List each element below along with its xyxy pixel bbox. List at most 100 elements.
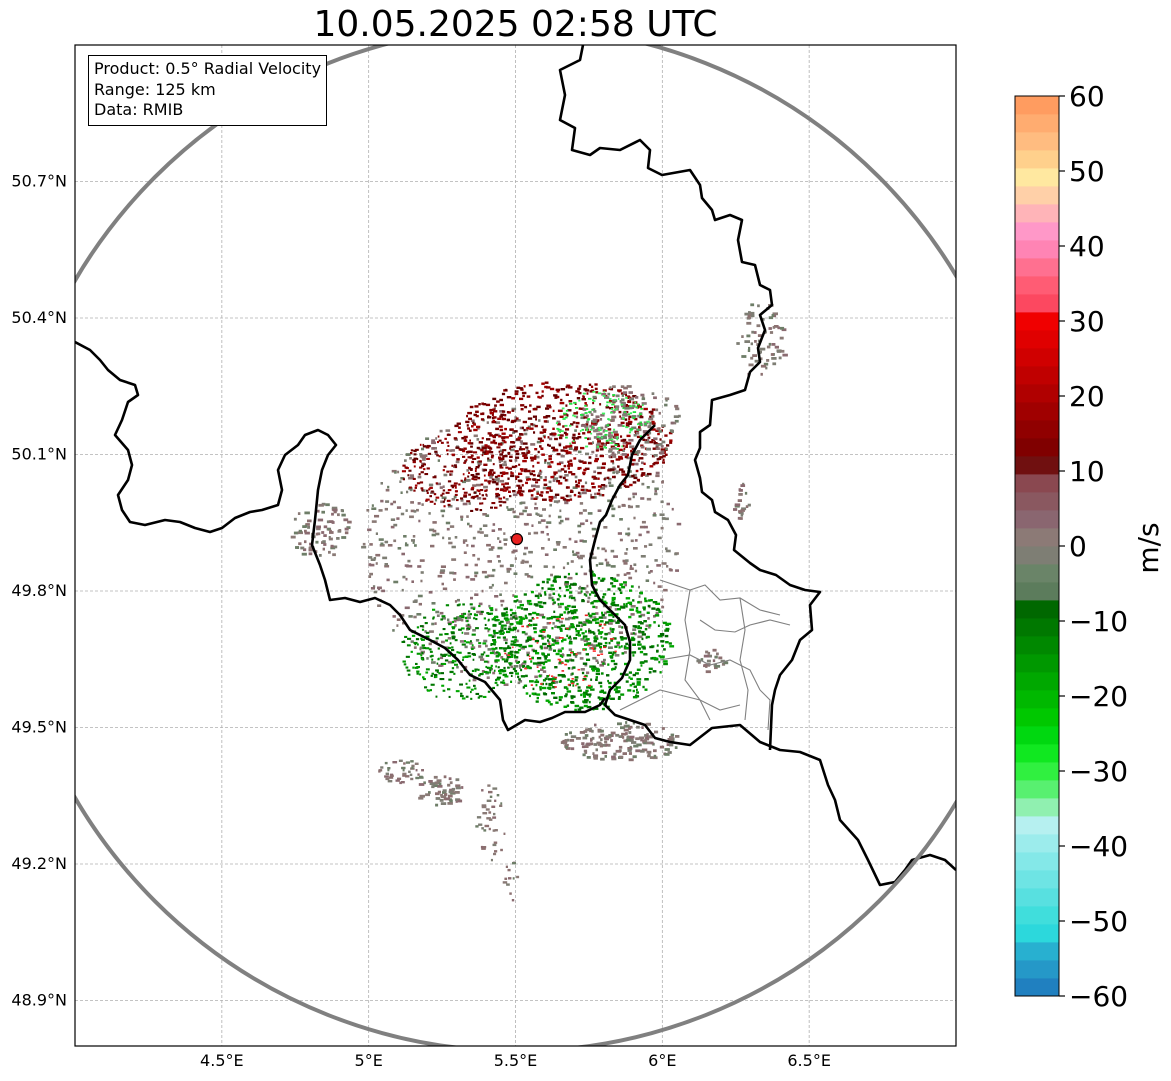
echo-pixel bbox=[459, 615, 461, 618]
echo-pixel bbox=[594, 723, 597, 727]
echo-pixel bbox=[520, 561, 525, 564]
echo-pixel bbox=[623, 724, 627, 728]
echo-pixel bbox=[559, 637, 562, 639]
echo-pixel bbox=[621, 394, 624, 397]
echo-pixel bbox=[490, 643, 494, 646]
echo-pixel bbox=[651, 607, 656, 610]
echo-pixel bbox=[491, 434, 496, 438]
echo-pixel bbox=[521, 663, 524, 666]
echo-pixel bbox=[447, 660, 453, 664]
echo-pixel bbox=[399, 480, 402, 483]
echo-pixel bbox=[534, 455, 537, 458]
echo-pixel bbox=[661, 429, 663, 432]
echo-pixel bbox=[480, 418, 484, 421]
echo-pixel bbox=[520, 617, 525, 620]
echo-pixel bbox=[317, 532, 321, 536]
echo-pixel bbox=[612, 461, 615, 465]
echo-pixel bbox=[506, 486, 511, 489]
echo-pixel bbox=[492, 805, 496, 808]
echo-pixel bbox=[409, 474, 414, 477]
echo-pixel bbox=[473, 451, 478, 454]
echo-pixel bbox=[646, 433, 650, 436]
echo-pixel bbox=[507, 868, 511, 872]
echo-pixel bbox=[601, 547, 606, 551]
echo-pixel bbox=[464, 655, 469, 658]
echo-pixel bbox=[495, 651, 499, 654]
echo-pixel bbox=[543, 436, 546, 439]
echo-pixel bbox=[644, 739, 648, 742]
echo-pixel bbox=[577, 689, 582, 692]
echo-pixel bbox=[600, 729, 604, 733]
echo-pixel bbox=[742, 482, 745, 486]
echo-pixel bbox=[502, 679, 505, 682]
echo-pixel bbox=[538, 419, 541, 422]
echo-pixel bbox=[588, 695, 591, 698]
echo-pixel bbox=[553, 471, 558, 474]
echo-pixel bbox=[610, 388, 614, 391]
echo-pixel bbox=[493, 812, 496, 816]
echo-pixel bbox=[454, 466, 458, 469]
echo-pixel bbox=[564, 733, 568, 736]
echo-pixel bbox=[757, 304, 760, 308]
echo-pixel bbox=[454, 624, 457, 627]
echo-pixel bbox=[400, 491, 403, 494]
echo-pixel bbox=[627, 400, 632, 404]
echo-pixel bbox=[367, 528, 372, 532]
echo-pixel bbox=[479, 531, 484, 534]
echo-pixel bbox=[487, 574, 491, 578]
echo-pixel bbox=[375, 553, 381, 557]
echo-pixel bbox=[394, 471, 397, 474]
echo-pixel bbox=[660, 500, 664, 504]
echo-pixel bbox=[643, 423, 648, 427]
colorbar-bin bbox=[1015, 978, 1059, 997]
echo-pixel bbox=[644, 597, 647, 600]
echo-pixel bbox=[518, 600, 522, 603]
echo-pixel bbox=[488, 618, 490, 621]
echo-pixel bbox=[555, 619, 559, 622]
echo-pixel bbox=[544, 476, 547, 479]
echo-pixel bbox=[659, 456, 664, 459]
echo-pixel bbox=[425, 668, 430, 671]
echo-pixel bbox=[474, 670, 477, 673]
echo-pixel bbox=[490, 574, 495, 578]
echo-pixel bbox=[449, 470, 454, 473]
echo-pixel bbox=[643, 620, 647, 623]
echo-pixel bbox=[466, 515, 469, 518]
echo-pixel bbox=[467, 652, 471, 655]
echo-pixel bbox=[563, 705, 568, 708]
echo-pixel bbox=[655, 602, 660, 605]
echo-pixel bbox=[557, 650, 563, 653]
echo-pixel bbox=[651, 455, 655, 458]
echo-pixel bbox=[647, 447, 651, 451]
echo-pixel bbox=[444, 659, 449, 662]
echo-pixel bbox=[653, 442, 658, 445]
echo-pixel bbox=[614, 604, 620, 607]
echo-pixel bbox=[629, 397, 635, 401]
echo-pixel bbox=[586, 742, 592, 746]
echo-pixel bbox=[470, 488, 474, 491]
echo-pixel bbox=[530, 575, 534, 579]
echo-pixel bbox=[522, 459, 527, 463]
echo-pixel bbox=[608, 477, 612, 481]
echo-pixel bbox=[477, 668, 480, 671]
echo-pixel bbox=[548, 687, 552, 690]
echo-pixel bbox=[432, 608, 436, 611]
echo-pixel bbox=[623, 386, 628, 390]
echo-pixel bbox=[401, 470, 406, 473]
echo-pixel bbox=[625, 673, 629, 676]
echo-pixel bbox=[438, 455, 441, 458]
echo-pixel bbox=[401, 766, 406, 770]
echo-pixel bbox=[427, 689, 431, 692]
echo-pixel bbox=[563, 431, 567, 435]
echo-pixel bbox=[503, 683, 509, 686]
echo-pixel bbox=[668, 568, 672, 571]
echo-pixel bbox=[655, 447, 660, 450]
echo-pixel bbox=[532, 408, 538, 411]
echo-pixel bbox=[428, 630, 434, 633]
echo-pixel bbox=[608, 455, 611, 458]
echo-pixel bbox=[524, 506, 528, 509]
echo-pixel bbox=[468, 493, 471, 496]
echo-pixel bbox=[619, 400, 622, 403]
echo-pixel bbox=[579, 511, 583, 515]
echo-pixel bbox=[411, 764, 415, 768]
